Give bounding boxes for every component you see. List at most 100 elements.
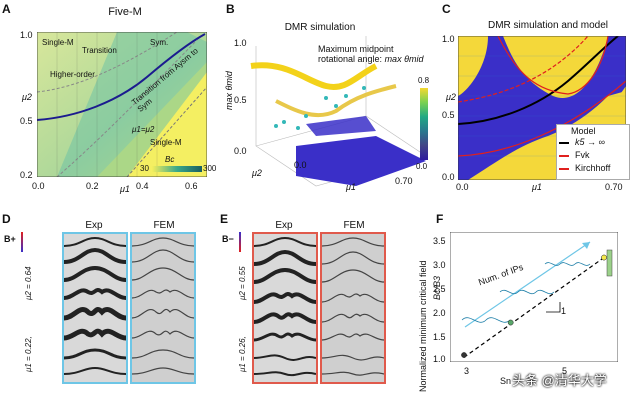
panel-a-diagonal (126, 86, 207, 177)
panel-b-surface-upper (275, 84, 397, 118)
panel-f-xtick-2: 5 (562, 366, 568, 376)
panel-a-region-higher-order: Higher-order (50, 70, 95, 79)
panel-f-point (507, 319, 514, 326)
panel-c-ylabel: μ2 (446, 92, 456, 102)
panel-a-xtick-2: 0.2 (86, 181, 99, 191)
panel-f-watermark: 头条 @清华大学 (512, 373, 607, 388)
panel-e-params-2: μ2 = 0.55 (238, 266, 247, 300)
panel-f-ips-arrowhead (582, 242, 590, 249)
panel-a-ytick-2: 0.5 (20, 116, 33, 126)
panel-f-xtick-1: 3 (464, 366, 470, 376)
panel-b-scatter-mid (274, 86, 366, 130)
panel-f-xlabel: Sn (500, 376, 512, 386)
panel-a-region-single-m: Single-M (42, 38, 74, 47)
panel-a-xtick-4: 0.6 (185, 181, 198, 191)
panel-f-letter: F (436, 212, 444, 226)
panel-c-legend-swatch-red (559, 168, 569, 170)
panel-d-params-2: μ2 = 0.64 (24, 266, 33, 300)
panel-e-fem-frame (320, 232, 386, 384)
panel-f-ytick-4: 2.0 (433, 308, 446, 318)
panel-c-xlabel: μ1 (532, 182, 542, 192)
panel-b-title: DMR simulation (284, 22, 356, 33)
panel-f-wave-insets (461, 262, 591, 323)
panel-c-legend-kirchhoff: Kirchhoff (575, 163, 611, 173)
panel-c-title: DMR simulation and model (487, 20, 609, 31)
panel-b-zlabel: max θmid (224, 71, 234, 110)
panel-b-annotation-line2: rotational angle: (318, 54, 383, 64)
panel-a-dashed-2 (56, 39, 198, 177)
panel-b-annotation-math: max θmid (384, 54, 424, 64)
panel-a-colorbar (152, 166, 202, 172)
panel-f-ips-arrow (464, 241, 591, 328)
panel-a-ytick-1: 1.0 (20, 30, 33, 40)
panel-e-exp-frame (252, 232, 318, 384)
panel-e-exp-curves (254, 236, 316, 377)
panel-d-fem-frame (130, 232, 196, 384)
panel-d-exp-curves (64, 236, 126, 375)
panel-d-exp-frame (62, 232, 128, 384)
panel-c-legend-model: Model (571, 126, 596, 136)
panel-f-ylabel: Normalized minimum critical field (418, 260, 428, 392)
panel-c-legend-k5: k5 → ∞ (575, 137, 605, 147)
panel-f-ytick-5: 1.5 (433, 332, 446, 342)
panel-d-field-arrow (21, 232, 23, 252)
panel-a-region-sym: Sym. (150, 38, 169, 47)
panel-a-equation: μ1=μ2 (132, 125, 155, 134)
panel-f-ytick-2: 3.0 (433, 260, 446, 270)
panel-a-colorbar-min: 30 (140, 164, 149, 173)
panel-d-field: B+ (4, 234, 16, 244)
panel-f-trend-line (463, 257, 605, 358)
panel-a-xtick-3: 0.4 (136, 181, 149, 191)
panel-a-region-transition: Transition (82, 46, 117, 55)
panel-e-field: B− (222, 234, 234, 244)
panel-c-plot (458, 36, 626, 180)
panel-b-annotation-line1: Maximum midpoint (318, 44, 394, 54)
panel-f-point (601, 254, 607, 261)
panel-c-ytick-1: 1.0 (442, 34, 455, 44)
panel-a-colorbar-label: Bc (165, 155, 175, 164)
panel-c-legend-swatch-black (559, 142, 569, 144)
panel-c-fvk-curve (458, 36, 589, 103)
panel-b-xlabel: μ1 (346, 182, 356, 192)
panel-d-letter: D (2, 212, 11, 226)
panel-c-xtick-2: 0.70 (605, 182, 623, 192)
panel-c-kirchhoff-curve-2 (458, 80, 626, 157)
panel-a-grid-lines (56, 32, 158, 177)
panel-b-surface-blue (296, 136, 426, 186)
panel-a-xtick-1: 0.0 (32, 181, 45, 191)
panel-c-ytick-3: 0.0 (442, 172, 455, 182)
panel-e-col-exp: Exp (275, 220, 293, 231)
panel-f-points (461, 254, 607, 358)
panel-b-xtick-2: 0.70 (395, 176, 413, 186)
panel-a-region-single-m-2: Single-M (150, 138, 182, 147)
panel-b-ztick-2: 0.5 (234, 95, 247, 105)
panel-b-colorbar (420, 88, 428, 160)
panel-a-colorbar-max: 300 (203, 164, 217, 173)
panel-e-col-fem: FEM (343, 220, 365, 231)
panel-b-ylabel: μ2 (252, 168, 262, 178)
panel-f-plot (450, 232, 618, 362)
panel-b-annotation: Maximum midpoint rotational angle: max θ… (318, 44, 448, 64)
panel-b-ztick-3: 0.0 (234, 146, 247, 156)
panel-d-col-fem: FEM (153, 220, 175, 231)
panel-c-ytick-2: 0.5 (442, 110, 455, 120)
panel-a-plot (37, 32, 207, 177)
panel-b-surface-blue-upper (306, 116, 376, 136)
panel-f-slope-label: 1 (561, 306, 567, 316)
panel-e-field-arrow (239, 232, 241, 252)
panel-b-ztick-1: 1.0 (234, 38, 247, 48)
panel-c-blue-region (458, 36, 626, 180)
panel-b-plot (236, 36, 436, 196)
panel-a-ylabel: μ2 (22, 92, 32, 102)
panel-b-colorbar-min: 0.0 (416, 162, 428, 171)
panel-f-ytick-1: 3.5 (433, 236, 446, 246)
panel-b-letter: B (226, 2, 235, 16)
panel-f-slope-triangle (546, 302, 561, 313)
panel-c-legend: Model k5 → ∞ Fvk Kirchhoff (556, 124, 630, 180)
panel-a-title: Five-M (108, 6, 142, 18)
panel-a-xlabel: μ1 (120, 184, 130, 194)
panel-e-fem-curves (322, 237, 384, 376)
panel-b-surface-yellow (250, 62, 378, 90)
panel-f-point (461, 352, 467, 358)
panel-d-fem-curves (132, 237, 194, 375)
